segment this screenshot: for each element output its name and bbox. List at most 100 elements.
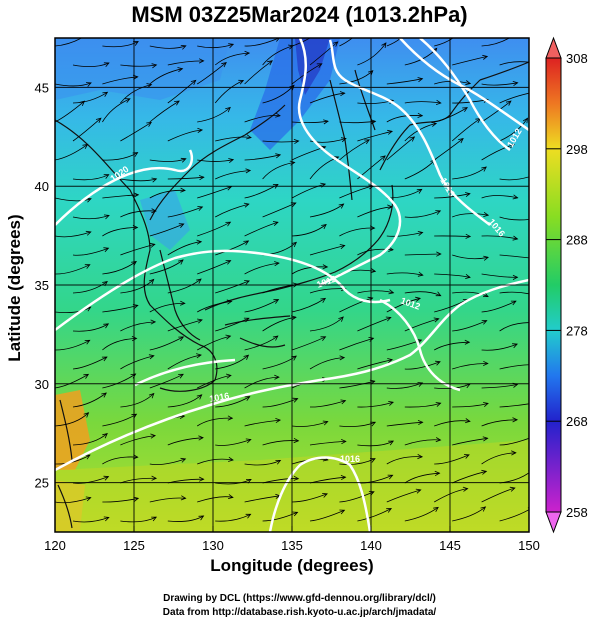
isobar-label: 1016 [340,454,360,464]
streamline [262,140,299,143]
streamline-arrow [243,240,250,246]
streamline [499,364,529,370]
streamline-arrow [276,38,280,42]
streamline-arrow [103,475,110,481]
streamline-arrow [82,143,89,149]
streamline [102,497,139,503]
streamline-arrow [435,291,442,297]
streamline [357,317,391,332]
streamline [499,92,529,104]
streamline-arrow [174,100,180,106]
streamline [197,496,233,503]
streamline [339,38,354,47]
streamline-arrow [321,223,327,230]
streamline [149,100,180,123]
y-tick-label: 25 [35,476,49,491]
streamline [434,454,470,465]
streamline [55,144,88,161]
streamline [386,489,421,503]
streamline [120,435,156,446]
streamline [149,259,184,275]
streamline [404,507,439,522]
streamline-arrow [148,392,155,399]
streamline-arrow [483,292,489,297]
streamline [262,398,298,408]
streamline [452,254,489,260]
streamline-arrow [338,316,344,322]
streamline [404,402,441,408]
streamline [244,419,281,427]
streamline-arrow [190,79,197,86]
streamline-arrow [178,373,184,379]
streamline [357,508,392,522]
streamline-arrow [245,513,252,519]
streamline-arrow [79,100,86,106]
streamline [72,392,107,408]
streamline [72,433,108,446]
streamline [244,154,281,161]
streamline [386,115,423,123]
streamline [481,82,518,86]
streamline [102,338,137,351]
streamline [434,107,468,123]
streamline-arrow [530,174,535,178]
streamline-arrow [435,402,442,407]
streamline [434,341,470,351]
streamline-arrow [85,230,92,236]
y-axis-ticks: 25 30 35 40 45 [35,80,49,490]
x-tick-label: 140 [360,538,382,553]
streamline-arrow [198,476,205,482]
streamline [197,43,234,49]
streamline [120,279,154,294]
streamline [149,497,186,503]
streamline-arrow [293,475,300,481]
colorbar-scale [545,57,562,513]
streamline [167,278,202,294]
streamline-arrow [323,119,329,125]
streamline [386,38,402,47]
streamline-arrow [417,454,424,460]
streamline [452,403,489,408]
streamline-arrow [339,244,346,250]
streamline [215,396,250,408]
streamline-arrow [458,138,464,144]
streamline-arrow [275,418,282,424]
lat-lon-grid [55,38,529,532]
x-tick-label: 130 [202,538,224,553]
streamline [215,479,252,485]
streamline [481,273,518,278]
streamline [149,223,184,237]
streamline-arrow [417,112,424,118]
streamline-arrow [131,260,137,267]
streamline [197,186,232,199]
streamline-arrow [464,418,471,424]
streamline-arrow [481,469,488,475]
streamline-arrow [150,319,157,325]
streamline [120,243,155,256]
streamline-arrow [102,433,108,439]
streamline [102,76,138,85]
streamline-arrow [338,203,345,209]
streamline [55,412,89,427]
streamline [309,441,346,446]
streamline-arrow [85,496,92,502]
streamline-arrow [225,373,232,379]
streamline [452,166,487,180]
streamline [357,359,393,370]
streamline [244,221,279,237]
streamline [215,439,251,446]
streamline-arrow [244,396,251,401]
streamline [291,120,329,124]
streamline-arrow [275,460,282,465]
streamline-arrow [340,137,347,143]
streamline [72,281,108,294]
streamline-arrow [225,260,232,265]
streamline-arrow [101,356,108,362]
streamline [197,221,231,237]
streamline-arrow [388,246,394,252]
streamline-arrow [320,336,327,341]
streamline-arrow [274,261,280,267]
streamline-arrow [531,256,536,260]
streamline [499,509,529,522]
streamline [452,320,487,332]
